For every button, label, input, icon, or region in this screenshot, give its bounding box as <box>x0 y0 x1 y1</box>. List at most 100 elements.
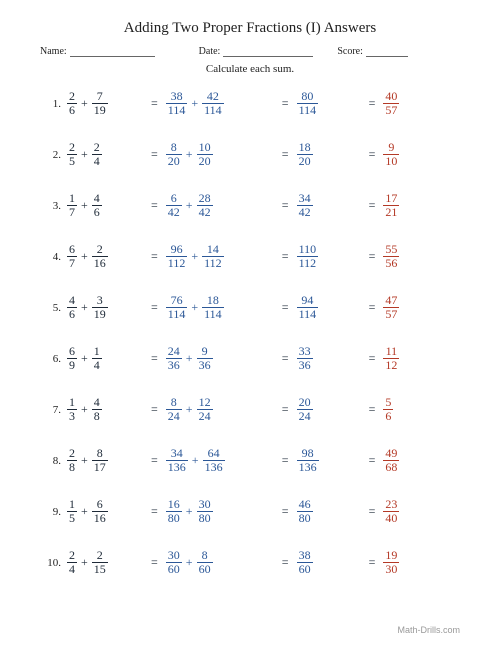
denominator: 68 <box>383 460 399 474</box>
denominator: 15 <box>92 562 108 576</box>
addend-a: 28 <box>67 447 77 473</box>
numerator: 20 <box>297 396 313 409</box>
step-frac-2: 42114 <box>202 90 224 116</box>
step-frac-2: 1224 <box>197 396 213 422</box>
sum-frac: 4680 <box>297 498 313 524</box>
sum-frac: 1820 <box>297 141 313 167</box>
equals-sign: = <box>143 504 166 519</box>
numerator: 8 <box>169 141 179 154</box>
numerator: 40 <box>383 90 399 103</box>
equals-sign: = <box>274 504 297 519</box>
answer-frac: 2340 <box>383 498 399 524</box>
equals-sign: = <box>143 198 166 213</box>
score-blank[interactable] <box>366 45 408 57</box>
numerator: 55 <box>383 243 399 256</box>
step-frac-1: 38114 <box>166 90 188 116</box>
date-blank[interactable] <box>223 45 313 57</box>
step-frac-1: 76114 <box>166 294 188 320</box>
numerator: 30 <box>166 549 182 562</box>
meta-row: Name: Date: Score: <box>40 45 460 57</box>
equals-sign: = <box>143 402 166 417</box>
score-label: Score: <box>337 46 363 57</box>
denominator: 112 <box>202 256 224 270</box>
addend-b: 319 <box>92 294 108 320</box>
problems-list: 1.26+719=38114+42114=80114=40572.25+24=8… <box>40 78 460 588</box>
equals-sign: = <box>361 300 384 315</box>
denominator: 42 <box>166 205 182 219</box>
denominator: 30 <box>383 562 399 576</box>
sum-frac: 80114 <box>297 90 319 116</box>
denominator: 9 <box>67 358 77 372</box>
problem-row: 2.25+24=820+1020=1820=910 <box>40 129 460 180</box>
numerator: 42 <box>205 90 221 103</box>
plus-sign: + <box>77 198 92 213</box>
instructions: Calculate each sum. <box>40 63 460 75</box>
step-frac-2: 18114 <box>202 294 224 320</box>
numerator: 16 <box>166 498 182 511</box>
equals-sign: = <box>361 453 384 468</box>
numerator: 94 <box>299 294 315 307</box>
addend-b: 216 <box>92 243 108 269</box>
numerator: 19 <box>383 549 399 562</box>
denominator: 112 <box>297 256 319 270</box>
denominator: 20 <box>166 154 182 168</box>
equals-sign: = <box>361 96 384 111</box>
plus-sign: + <box>77 555 92 570</box>
denominator: 80 <box>166 511 182 525</box>
addend-b: 817 <box>92 447 108 473</box>
footer-credit: Math-Drills.com <box>397 625 460 635</box>
denominator: 24 <box>297 409 313 423</box>
worksheet-page: Adding Two Proper Fractions (I) Answers … <box>0 0 500 647</box>
score-field: Score: <box>337 45 408 57</box>
plus-sign: + <box>182 555 197 570</box>
denominator: 16 <box>92 511 108 525</box>
step-frac-1: 96112 <box>166 243 188 269</box>
denominator: 36 <box>197 358 213 372</box>
denominator: 10 <box>383 154 399 168</box>
sum-frac: 98136 <box>297 447 319 473</box>
addend-b: 48 <box>92 396 102 422</box>
numerator: 12 <box>197 396 213 409</box>
numerator: 4 <box>67 294 77 307</box>
addend-a: 24 <box>67 549 77 575</box>
problem-number: 4. <box>40 251 67 263</box>
equals-sign: = <box>361 351 384 366</box>
numerator: 28 <box>197 192 213 205</box>
denominator: 6 <box>67 103 77 117</box>
denominator: 42 <box>197 205 213 219</box>
addend-a: 46 <box>67 294 77 320</box>
denominator: 60 <box>166 562 182 576</box>
numerator: 10 <box>197 141 213 154</box>
numerator: 9 <box>386 141 396 154</box>
plus-sign: + <box>182 351 197 366</box>
plus-sign: + <box>77 147 92 162</box>
denominator: 136 <box>203 460 225 474</box>
denominator: 24 <box>166 409 182 423</box>
plus-sign: + <box>187 96 202 111</box>
sum-frac: 94114 <box>297 294 319 320</box>
addend-a: 17 <box>67 192 77 218</box>
sum-frac: 3336 <box>297 345 313 371</box>
denominator: 112 <box>166 256 188 270</box>
equals-sign: = <box>274 402 297 417</box>
step-frac-1: 3060 <box>166 549 182 575</box>
problem-number: 3. <box>40 200 67 212</box>
denominator: 5 <box>67 154 77 168</box>
numerator: 14 <box>205 243 221 256</box>
answer-frac: 1721 <box>383 192 399 218</box>
answer-frac: 4757 <box>383 294 399 320</box>
equals-sign: = <box>274 96 297 111</box>
answer-frac: 4057 <box>383 90 399 116</box>
name-blank[interactable] <box>70 45 155 57</box>
numerator: 33 <box>297 345 313 358</box>
problem-row: 9.15+616=1680+3080=4680=2340 <box>40 486 460 537</box>
numerator: 7 <box>95 90 105 103</box>
equals-sign: = <box>274 198 297 213</box>
denominator: 114 <box>202 307 224 321</box>
equals-sign: = <box>274 351 297 366</box>
problem-row: 1.26+719=38114+42114=80114=4057 <box>40 78 460 129</box>
numerator: 49 <box>383 447 399 460</box>
equals-sign: = <box>361 147 384 162</box>
denominator: 36 <box>297 358 313 372</box>
equals-sign: = <box>143 555 166 570</box>
